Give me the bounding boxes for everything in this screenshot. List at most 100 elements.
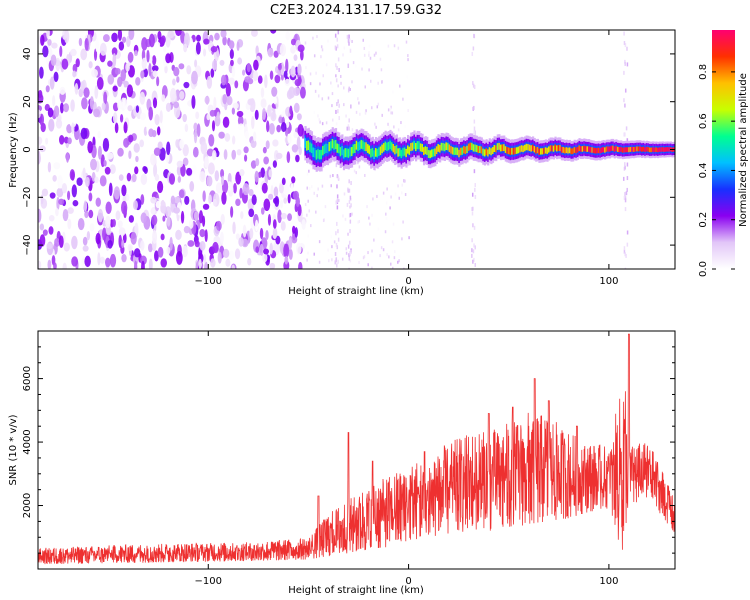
noise-blob: [38, 150, 41, 164]
signal-trace-cell: [546, 147, 549, 154]
signal-trace-cell: [450, 145, 453, 154]
noise-blob: [229, 48, 234, 60]
sparse-speck: [371, 213, 373, 217]
vertical-streak: [626, 62, 629, 67]
sparse-speck: [340, 81, 342, 85]
colorbar: 0.0 0.2 0.4 0.6 0.8 Normalized spectral ampl…: [698, 30, 749, 277]
spectrogram-x-ticks: −100 0 100: [195, 30, 618, 287]
sparse-speck: [308, 187, 311, 191]
noise-blob: [152, 55, 157, 66]
noise-blob: [212, 199, 217, 207]
noise-blob: [153, 163, 158, 178]
noise-blob: [71, 235, 78, 250]
sparse-speck: [358, 260, 360, 264]
noise-blob: [251, 194, 257, 206]
noise-blob: [244, 154, 248, 162]
signal-trace-cell: [594, 148, 597, 154]
signal-trace-cell: [373, 150, 376, 160]
vertical-streak: [624, 103, 626, 108]
noise-blob: [204, 156, 209, 168]
signal-trace-cell: [427, 150, 431, 158]
vertical-streak: [624, 162, 626, 167]
vertical-streak: [348, 253, 350, 258]
noise-blob: [220, 168, 225, 179]
noise-blob: [198, 258, 202, 269]
noise-blob: [297, 44, 305, 53]
sparse-speck: [398, 254, 401, 258]
noise-blob: [82, 245, 89, 252]
noise-blob: [78, 37, 83, 47]
sparse-speck: [364, 85, 367, 89]
noise-blob: [233, 182, 237, 194]
sparse-speck: [330, 184, 333, 188]
noise-blob: [75, 58, 80, 68]
noise-blob: [123, 137, 130, 148]
sparse-speck: [377, 102, 380, 106]
noise-blob: [38, 109, 41, 119]
noise-blob: [293, 102, 300, 113]
vertical-streak: [626, 138, 629, 143]
noise-blob: [117, 147, 124, 157]
noise-blob: [141, 260, 145, 269]
noise-blob: [162, 215, 166, 222]
noise-blob: [150, 196, 157, 204]
sparse-speck: [362, 38, 365, 42]
noise-blob: [236, 149, 242, 156]
signal-trace-cell: [330, 141, 333, 151]
vertical-streak: [338, 68, 340, 73]
sparse-speck: [397, 260, 399, 264]
noise-blob: [112, 85, 118, 92]
noise-blob: [166, 216, 171, 227]
sparse-speck: [321, 48, 324, 52]
signal-trace-cell: [605, 146, 608, 152]
noise-blob: [122, 97, 128, 110]
noise-blob: [262, 253, 268, 263]
noise-blob: [193, 211, 199, 221]
sparse-speck: [392, 222, 395, 226]
signal-trace-cell: [531, 144, 535, 151]
noise-blob: [211, 120, 216, 132]
noise-blob: [293, 54, 298, 62]
noise-blob: [88, 209, 94, 219]
sparse-speck: [403, 267, 405, 269]
noise-blob: [114, 67, 121, 75]
noise-blob: [196, 34, 201, 42]
signal-trace-cell: [434, 148, 437, 157]
sparse-speck: [393, 250, 396, 254]
signal-trace-cell: [398, 147, 402, 157]
noise-blob: [270, 111, 277, 122]
noise-blob: [259, 227, 264, 240]
noise-blob: [140, 240, 145, 251]
noise-blob: [230, 59, 234, 66]
sparse-speck: [373, 53, 376, 57]
noise-blob: [147, 243, 153, 253]
signal-trace-cell: [386, 142, 389, 152]
noise-blob: [260, 87, 265, 98]
noise-blob: [247, 98, 255, 106]
noise-blob: [127, 243, 133, 252]
sparse-speck: [304, 41, 307, 45]
noise-blob: [273, 186, 279, 198]
signal-trace-cell: [315, 150, 318, 160]
signal-trace-cell: [347, 148, 350, 158]
noise-blob: [210, 46, 218, 53]
noise-blob: [159, 147, 166, 161]
noise-blob: [211, 150, 217, 161]
noise-blob: [39, 66, 44, 79]
signal-trace-cell: [631, 146, 634, 152]
vertical-streak: [338, 103, 340, 108]
noise-blob: [83, 200, 88, 212]
noise-blob: [238, 237, 244, 247]
noise-blob: [70, 48, 77, 57]
sparse-speck: [389, 107, 392, 111]
noise-blob: [207, 162, 215, 175]
noise-blob: [249, 228, 254, 239]
noise-blob: [263, 156, 269, 165]
noise-blob: [140, 212, 147, 224]
noise-blob: [163, 45, 167, 53]
signal-trace-cell: [435, 146, 439, 155]
vertical-streak: [334, 252, 337, 257]
noise-blob: [101, 102, 106, 111]
sparse-speck: [319, 120, 321, 124]
signal-trace-cell: [496, 143, 499, 151]
